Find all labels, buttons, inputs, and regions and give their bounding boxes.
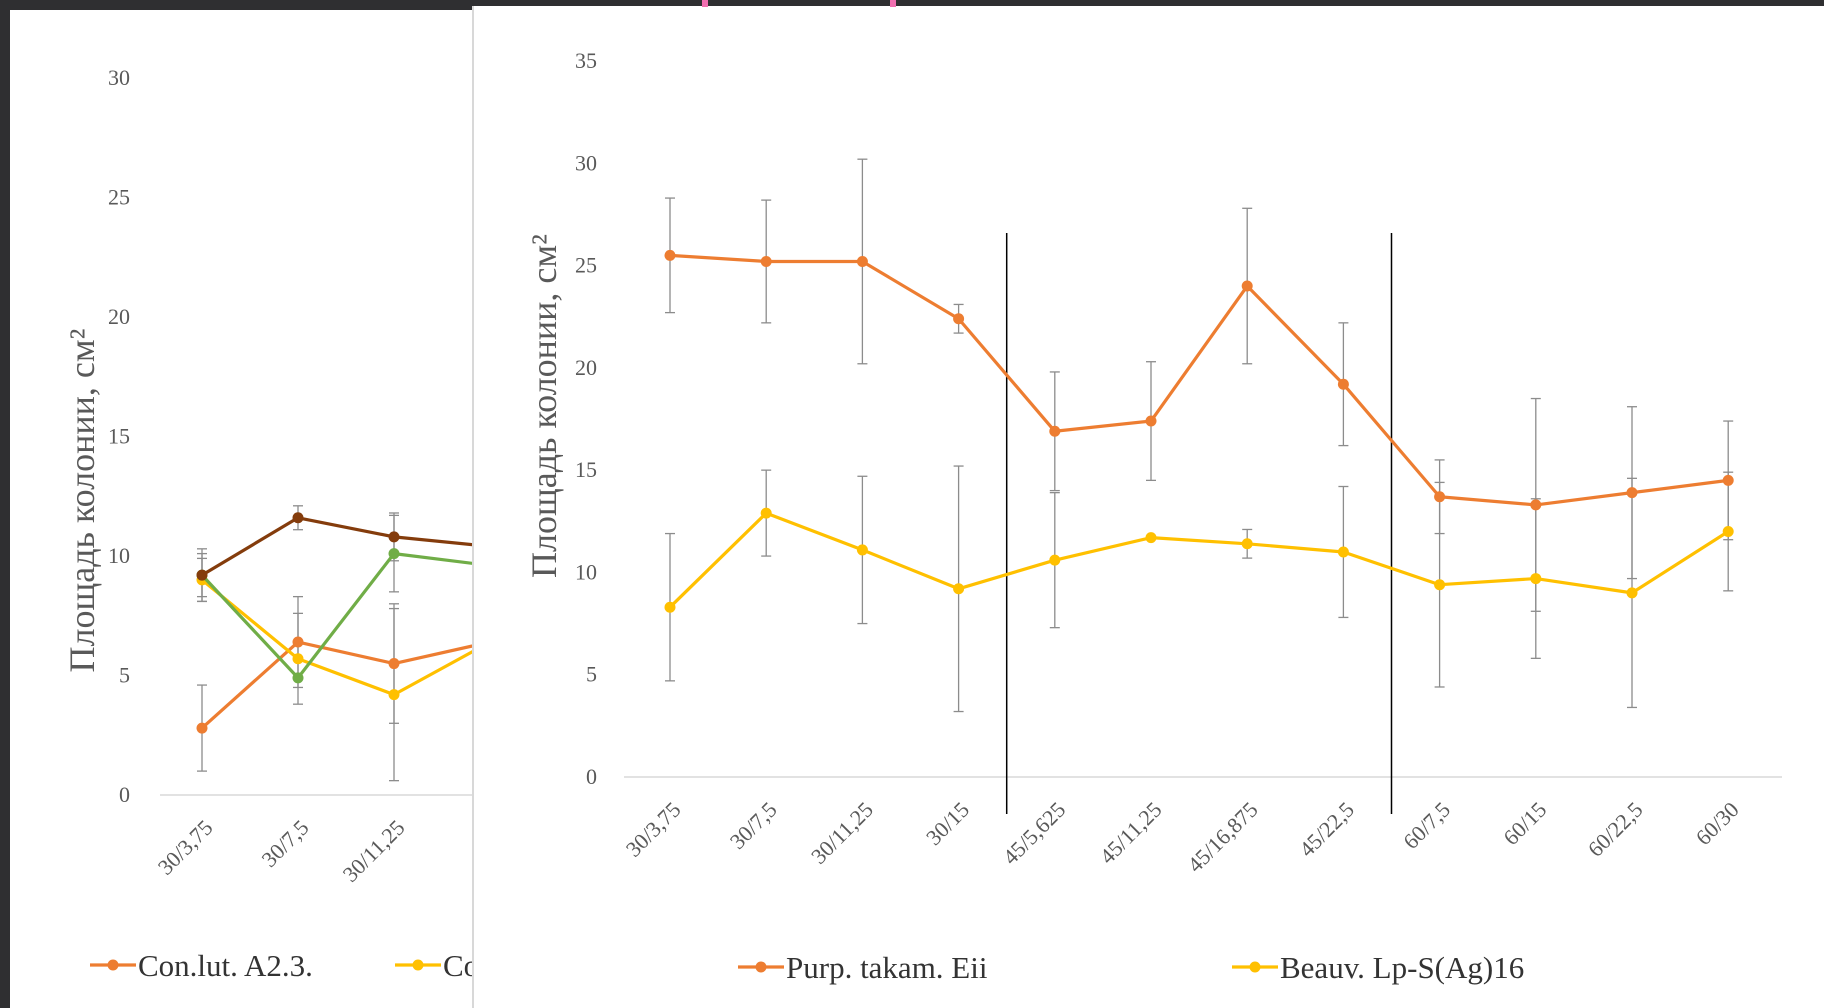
series-line-1: [668, 511, 1730, 609]
x-tick-label: 30/11,25: [338, 815, 410, 887]
data-point: [292, 636, 304, 648]
data-point: [1241, 280, 1253, 292]
data-point: [196, 722, 208, 734]
x-tick-label: 30/7,5: [257, 815, 314, 872]
data-point: [760, 507, 772, 519]
legend-label: Con.lut. A2.3.: [138, 948, 313, 983]
data-point: [1145, 415, 1157, 427]
data-point: [1722, 474, 1734, 486]
data-point: [760, 255, 772, 267]
data-point: [292, 653, 304, 665]
x-tick-label: 30/11,25: [806, 797, 878, 869]
y-tick-label: 5: [586, 662, 597, 687]
y-tick-label: 25: [108, 185, 130, 210]
data-point: [1049, 425, 1061, 437]
data-point: [1241, 538, 1253, 550]
series-line-3: [201, 516, 472, 577]
y-tick-label: 0: [119, 782, 130, 807]
data-point: [196, 569, 208, 581]
pink-edge-marks: [702, 0, 896, 7]
legend-label: Beauv. Lp-S(Ag)16: [1280, 950, 1524, 985]
series-line-1: [200, 578, 472, 697]
y-tick-label: 10: [575, 559, 597, 584]
x-tick-label: 45/16,875: [1182, 797, 1262, 877]
y-tick-label: 5: [119, 663, 130, 688]
y-axis-title: Площадь колонии, см²: [524, 234, 564, 578]
y-tick-label: 20: [108, 304, 130, 329]
data-point: [1337, 546, 1349, 558]
data-point: [1722, 526, 1734, 538]
y-tick-label: 30: [108, 65, 130, 90]
data-point: [856, 255, 868, 267]
data-point: [1145, 532, 1157, 544]
left-chart-panel: 0 5 10 15 20 25 30 30/3,75 30/7,5 30/11,25 30/Площ…: [10, 10, 472, 1008]
legend-swatch-marker: [1249, 961, 1261, 973]
data-point: [856, 544, 868, 556]
legend-label: Purp. takam. Eii: [786, 950, 988, 985]
x-tick-label: 30/15: [921, 797, 974, 850]
x-tick-label: 30/7,5: [725, 797, 782, 854]
y-tick-label: 25: [575, 253, 597, 278]
x-tick-label: 60/15: [1498, 797, 1551, 850]
left-chart: 0 5 10 15 20 25 30 30/3,75 30/7,5 30/11,25 30/Площ…: [62, 65, 472, 983]
y-axis-title: Площадь колонии, см²: [62, 329, 102, 673]
legend-swatch-marker: [755, 961, 767, 973]
data-point: [1530, 573, 1542, 585]
legend-swatch-marker: [412, 959, 424, 971]
data-point: [664, 601, 676, 613]
series-line-0: [669, 253, 1729, 507]
y-tick-label: 20: [575, 355, 597, 380]
legend-label: Co: [443, 948, 472, 983]
data-point: [664, 249, 676, 261]
data-point: [1337, 378, 1349, 390]
data-point: [1434, 491, 1446, 503]
y-tick-label: 10: [108, 543, 130, 568]
data-point: [953, 313, 965, 325]
legend-swatch-marker: [107, 959, 119, 971]
y-tick-label: 30: [575, 150, 597, 175]
data-point: [388, 531, 400, 543]
main-chart-panel: 0 5 10 15 20 25 30 35 30/3,75 30/7,5 30/11,25 30/15…: [472, 6, 1824, 1008]
data-point: [388, 689, 400, 701]
data-point: [1626, 587, 1638, 599]
x-tick-label: 45/5,625: [998, 797, 1071, 870]
x-tick-label: 45/22,5: [1294, 797, 1359, 862]
data-point: [292, 672, 304, 684]
data-point: [1434, 579, 1446, 591]
x-tick-label: 60/22,5: [1583, 797, 1648, 862]
main-chart: 0 5 10 15 20 25 30 35 30/3,75 30/7,5 30/11,25 30/15…: [524, 48, 1782, 985]
data-point: [1626, 487, 1638, 499]
x-tick-label: 60/7,5: [1398, 797, 1455, 854]
y-tick-label: 0: [586, 764, 597, 789]
data-point: [388, 658, 400, 670]
x-tick-label: 30/: [468, 814, 472, 852]
data-point: [953, 583, 965, 595]
x-tick-label: 30/3,75: [621, 797, 686, 862]
x-tick-label: 30/3,75: [153, 815, 218, 880]
series-line-2: [200, 552, 472, 680]
y-tick-label: 15: [575, 457, 597, 482]
data-point: [1530, 499, 1542, 511]
x-tick-label: 60/30: [1691, 797, 1744, 850]
series-line-0: [200, 640, 472, 730]
data-point: [388, 548, 400, 560]
data-point: [1049, 554, 1061, 566]
data-point: [292, 512, 304, 524]
y-tick-label: 15: [108, 424, 130, 449]
y-tick-label: 35: [575, 48, 597, 73]
x-tick-label: 45/11,25: [1095, 797, 1167, 869]
